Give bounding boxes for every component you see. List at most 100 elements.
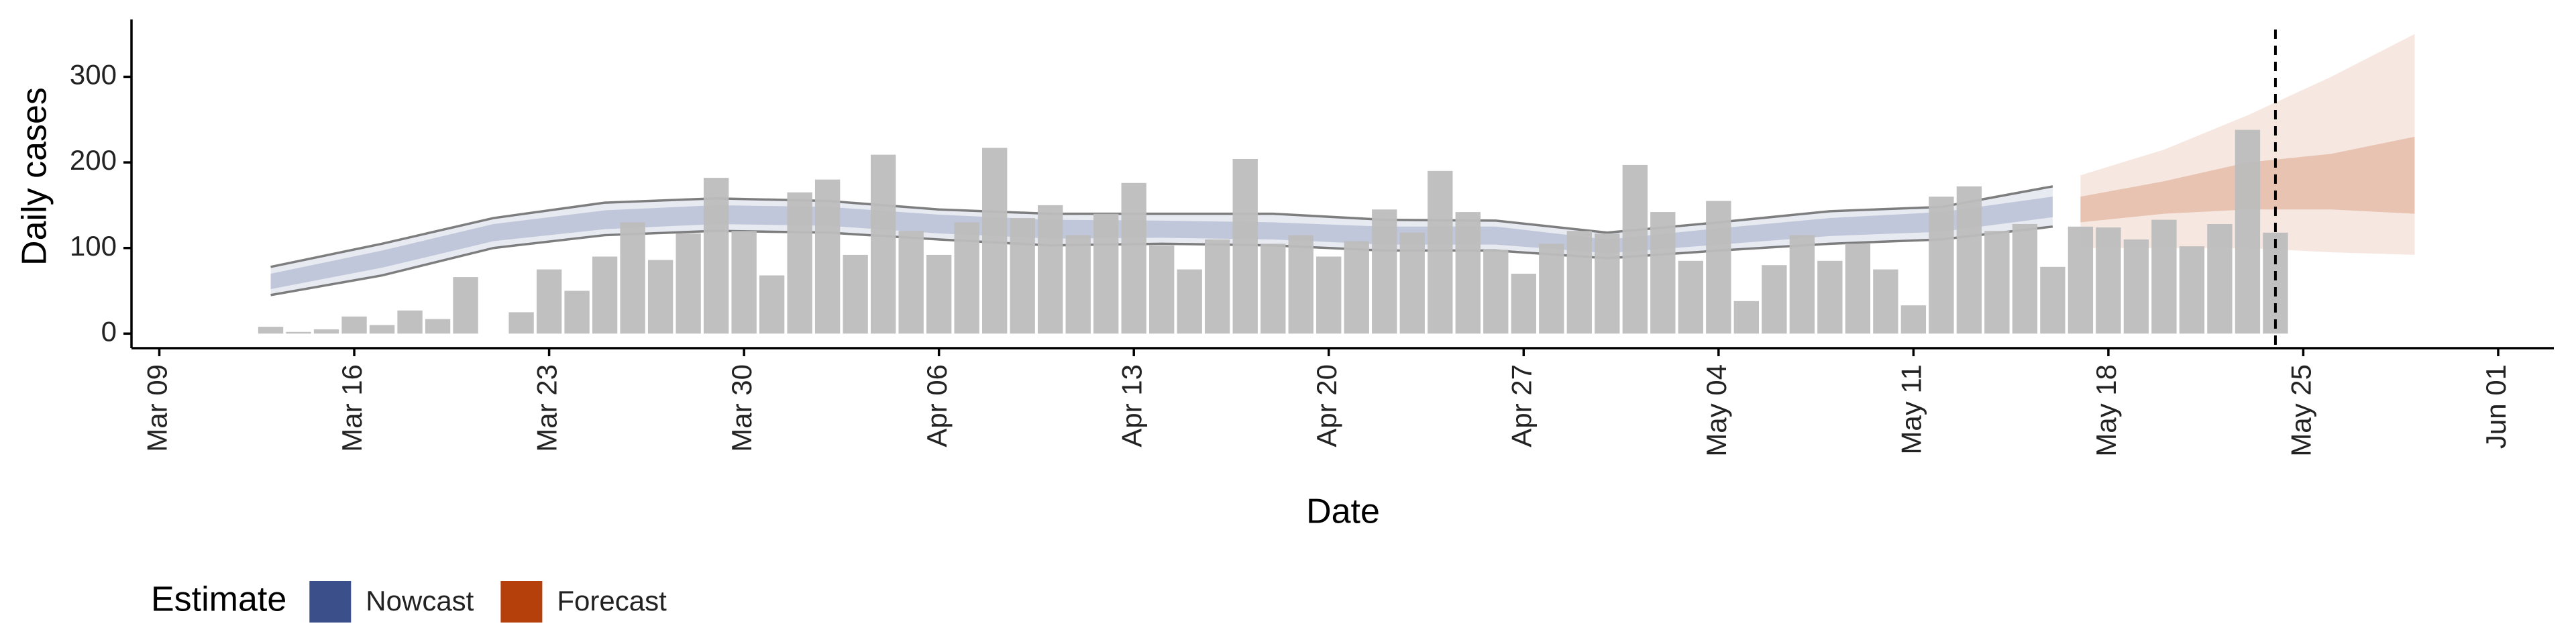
y-tick-label: 100 xyxy=(70,230,117,262)
y-tick-label: 0 xyxy=(101,315,117,347)
bar xyxy=(620,222,645,334)
bar xyxy=(453,277,478,334)
bar xyxy=(1372,209,1397,334)
bar xyxy=(870,154,896,334)
bar xyxy=(1678,260,1703,334)
x-tick-label: Mar 09 xyxy=(142,364,173,452)
bar xyxy=(1789,235,1815,334)
bar xyxy=(676,233,701,334)
bar xyxy=(341,316,367,334)
bar xyxy=(286,331,311,334)
bar xyxy=(843,254,868,334)
bar xyxy=(1010,218,1035,334)
bar xyxy=(1539,244,1564,334)
bar xyxy=(1984,231,2010,334)
band-edge xyxy=(270,185,2053,268)
bar xyxy=(1121,182,1146,334)
bar xyxy=(1845,244,1871,334)
x-tick-label: May 11 xyxy=(1895,364,1927,455)
bar xyxy=(1873,269,1898,334)
bar xyxy=(2207,223,2233,334)
x-tick-label: Jun 01 xyxy=(2480,364,2512,449)
bar xyxy=(1399,232,1425,334)
band-edge xyxy=(270,225,2053,297)
bar xyxy=(2068,226,2094,334)
bar xyxy=(1149,245,1175,334)
bar xyxy=(926,254,952,334)
x-tick-label: Apr 13 xyxy=(1116,364,1147,447)
plot-area: 0 100 200 300 Mar 09 Mar 16 Mar 23 Mar 30 Apr 06… xyxy=(70,19,2554,457)
bar xyxy=(1065,235,1091,334)
bar xyxy=(1288,235,1313,334)
bar xyxy=(1595,233,1620,334)
bar xyxy=(2096,227,2121,334)
bar xyxy=(647,260,674,334)
legend-label: Nowcast xyxy=(366,585,474,616)
bar xyxy=(1706,201,1731,334)
bar xyxy=(1956,186,1982,334)
x-tick-label: May 25 xyxy=(2286,364,2317,457)
x-tick-label: Mar 30 xyxy=(726,364,757,452)
bar xyxy=(536,269,562,334)
bar xyxy=(1511,273,1536,334)
bar xyxy=(425,319,451,334)
bar xyxy=(313,329,339,334)
y-tick-label: 300 xyxy=(70,59,117,91)
bar xyxy=(1566,231,1592,334)
legend-swatch xyxy=(500,581,543,623)
bar xyxy=(1622,164,1648,334)
bar xyxy=(1205,239,1230,334)
x-tick-label: May 18 xyxy=(2090,364,2122,457)
bar xyxy=(258,327,284,334)
bar xyxy=(1038,205,1063,334)
bar xyxy=(1260,244,1286,334)
x-tick-label: Apr 27 xyxy=(1505,364,1537,447)
bar xyxy=(2012,223,2038,334)
bar xyxy=(2040,266,2065,334)
bar xyxy=(703,178,729,334)
bar xyxy=(1929,197,1954,334)
x-tick-label: Apr 20 xyxy=(1311,364,1342,447)
bar xyxy=(982,148,1008,334)
bar xyxy=(1177,269,1202,334)
bar xyxy=(1483,250,1509,334)
bar xyxy=(564,290,590,334)
bar xyxy=(731,231,757,334)
bar xyxy=(787,192,812,334)
legend-title: Estimate xyxy=(151,580,286,619)
x-tick-label: Mar 23 xyxy=(531,364,563,452)
x-tick-label: Apr 06 xyxy=(921,364,953,447)
bar xyxy=(592,256,618,334)
x-tick-label: May 04 xyxy=(1701,364,1732,457)
bar xyxy=(2123,239,2149,334)
x-tick-label: Mar 16 xyxy=(336,364,368,452)
bar xyxy=(759,275,785,334)
x-axis-title: Date xyxy=(1306,492,1380,531)
bar xyxy=(1817,260,1843,334)
bar xyxy=(1428,170,1453,334)
bar xyxy=(954,222,979,334)
bar xyxy=(1316,256,1342,334)
y-tick-label: 200 xyxy=(70,144,117,176)
bar xyxy=(1900,305,1927,334)
y-axis-title: Daily cases xyxy=(15,87,54,266)
legend-swatch xyxy=(309,581,352,623)
bar xyxy=(508,312,534,334)
bar xyxy=(898,231,924,334)
bar xyxy=(2235,129,2261,334)
bar xyxy=(1650,212,1676,334)
bar xyxy=(1455,212,1481,334)
bar xyxy=(1733,301,1760,334)
bar xyxy=(2263,232,2288,334)
legend-label: Forecast xyxy=(557,585,667,616)
bar xyxy=(369,325,395,334)
bar xyxy=(397,310,423,334)
bar xyxy=(1232,158,1258,334)
bar xyxy=(2151,219,2177,334)
bar xyxy=(814,179,841,334)
bar xyxy=(2179,246,2205,334)
legend: Estimate Nowcast Forecast xyxy=(151,580,667,623)
bar xyxy=(1093,213,1119,334)
bar xyxy=(1762,265,1787,334)
